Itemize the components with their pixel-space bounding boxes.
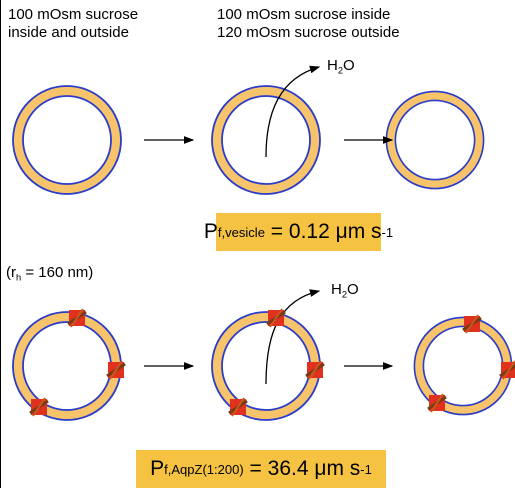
text: inside and outside [8, 24, 138, 42]
text: = 0.12 [265, 220, 336, 244]
text: f,AqpZ(1:200) [164, 462, 244, 477]
text: P [150, 457, 164, 481]
water-label: H2O [331, 281, 359, 303]
text: H [327, 57, 338, 74]
text: μm s [336, 220, 382, 244]
text: 100 mOsm sucrose inside [217, 6, 400, 24]
text: O [347, 281, 359, 298]
text: P [204, 220, 218, 244]
text: = 36.4 [244, 457, 315, 481]
text: H [331, 281, 342, 298]
text: -1 [360, 462, 372, 477]
text: 120 mOsm sucrose outside [217, 24, 400, 42]
text: O [343, 57, 355, 74]
radius-label: (rh = 160 nm) [6, 264, 93, 286]
text: 100 mOsm sucrose [8, 6, 138, 24]
text: μm s [314, 457, 360, 481]
vesicles-row-1 [13, 86, 484, 194]
vesicles-row-2 [13, 309, 515, 420]
text: = 160 nm) [21, 264, 93, 281]
text: (r [6, 264, 16, 281]
diagram: 100 mOsm sucroseinside and outside 100 m… [0, 0, 515, 488]
water-label: H2O [327, 57, 355, 79]
text: -1 [382, 225, 394, 240]
text: f,vesicle [218, 225, 265, 240]
